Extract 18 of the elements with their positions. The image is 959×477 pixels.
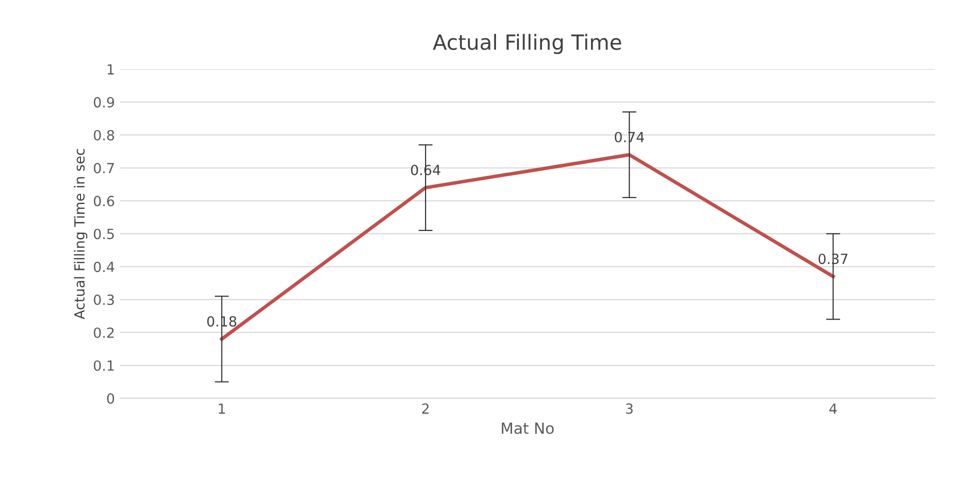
y-tick-label: 0.1 (94, 360, 114, 371)
x-axis-title: Mat No (502, 422, 554, 434)
y-tick-label: 0.7 (94, 162, 114, 174)
x-tick-label: 4 (829, 404, 837, 414)
y-tick-label: 0.6 (94, 196, 114, 206)
x-tick-label: 2 (422, 403, 429, 414)
y-tick-label: 0.2 (94, 327, 114, 338)
y-tick-label: 1 (108, 64, 114, 74)
y-tick-label: 0.4 (94, 262, 114, 272)
x-tick-label: 3 (626, 403, 633, 414)
y-tick-label: 0.9 (94, 97, 114, 108)
x-tick-label: 1 (218, 404, 225, 414)
y-tick-label: 0.3 (94, 294, 114, 306)
y-axis-title: Actual Filling Time in sec (74, 148, 88, 320)
chart-title: Actual Filling Time (432, 34, 622, 54)
y-tick-label: 0 (107, 393, 114, 404)
y-tick-label: 0.5 (94, 228, 114, 240)
y-tick-label: 0.8 (94, 130, 114, 140)
